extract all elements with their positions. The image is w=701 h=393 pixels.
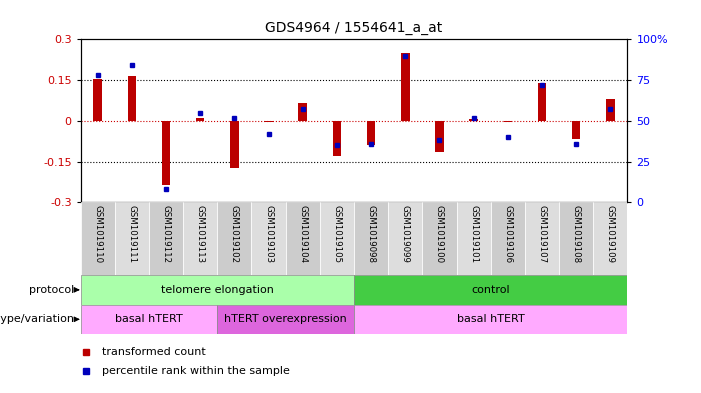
Text: genotype/variation: genotype/variation <box>0 314 74 324</box>
Bar <box>81 202 115 275</box>
Bar <box>354 305 627 334</box>
Bar <box>320 202 354 275</box>
Text: telomere elongation: telomere elongation <box>161 285 274 295</box>
Text: GSM1019100: GSM1019100 <box>435 205 444 263</box>
Bar <box>217 305 354 334</box>
Bar <box>422 202 456 275</box>
Text: GSM1019110: GSM1019110 <box>93 205 102 263</box>
Text: GSM1019109: GSM1019109 <box>606 205 615 263</box>
Bar <box>264 121 273 122</box>
Bar <box>183 202 217 275</box>
Text: protocol: protocol <box>29 285 74 295</box>
Text: control: control <box>471 285 510 295</box>
Text: GSM1019105: GSM1019105 <box>332 205 341 263</box>
Text: GSM1019112: GSM1019112 <box>161 205 170 263</box>
Bar <box>538 83 546 121</box>
Bar <box>252 202 286 275</box>
Bar <box>333 121 341 156</box>
Bar <box>525 202 559 275</box>
Text: GSM1019104: GSM1019104 <box>298 205 307 263</box>
Bar <box>491 202 525 275</box>
Bar <box>149 202 183 275</box>
Text: GSM1019108: GSM1019108 <box>571 205 580 263</box>
Bar <box>93 79 102 121</box>
Text: GSM1019111: GSM1019111 <box>128 205 137 263</box>
Bar <box>354 275 627 305</box>
Bar <box>503 121 512 122</box>
Text: GSM1019113: GSM1019113 <box>196 205 205 263</box>
Bar <box>217 202 252 275</box>
Bar <box>354 202 388 275</box>
Bar <box>299 103 307 121</box>
Bar <box>286 202 320 275</box>
Text: GSM1019098: GSM1019098 <box>367 205 376 263</box>
Bar <box>470 119 478 121</box>
Text: basal hTERT: basal hTERT <box>457 314 524 324</box>
Text: GSM1019106: GSM1019106 <box>503 205 512 263</box>
Text: GSM1019107: GSM1019107 <box>538 205 547 263</box>
Bar <box>128 76 136 121</box>
Bar <box>572 121 580 138</box>
Text: GSM1019101: GSM1019101 <box>469 205 478 263</box>
Bar <box>593 202 627 275</box>
Title: GDS4964 / 1554641_a_at: GDS4964 / 1554641_a_at <box>266 22 442 35</box>
Text: transformed count: transformed count <box>102 347 206 357</box>
Bar <box>162 121 170 185</box>
Text: percentile rank within the sample: percentile rank within the sample <box>102 366 290 376</box>
Text: GSM1019103: GSM1019103 <box>264 205 273 263</box>
Bar <box>559 202 593 275</box>
Bar <box>81 275 354 305</box>
Bar <box>230 121 238 169</box>
Bar <box>435 121 444 152</box>
Bar <box>388 202 422 275</box>
Bar <box>81 305 217 334</box>
Bar <box>456 202 491 275</box>
Bar <box>115 202 149 275</box>
Bar <box>196 118 205 121</box>
Bar <box>606 99 615 121</box>
Text: GSM1019102: GSM1019102 <box>230 205 239 263</box>
Text: hTERT overexpression: hTERT overexpression <box>224 314 347 324</box>
Bar <box>367 121 375 145</box>
Text: GSM1019099: GSM1019099 <box>401 205 410 263</box>
Bar <box>401 53 409 121</box>
Text: basal hTERT: basal hTERT <box>115 314 183 324</box>
